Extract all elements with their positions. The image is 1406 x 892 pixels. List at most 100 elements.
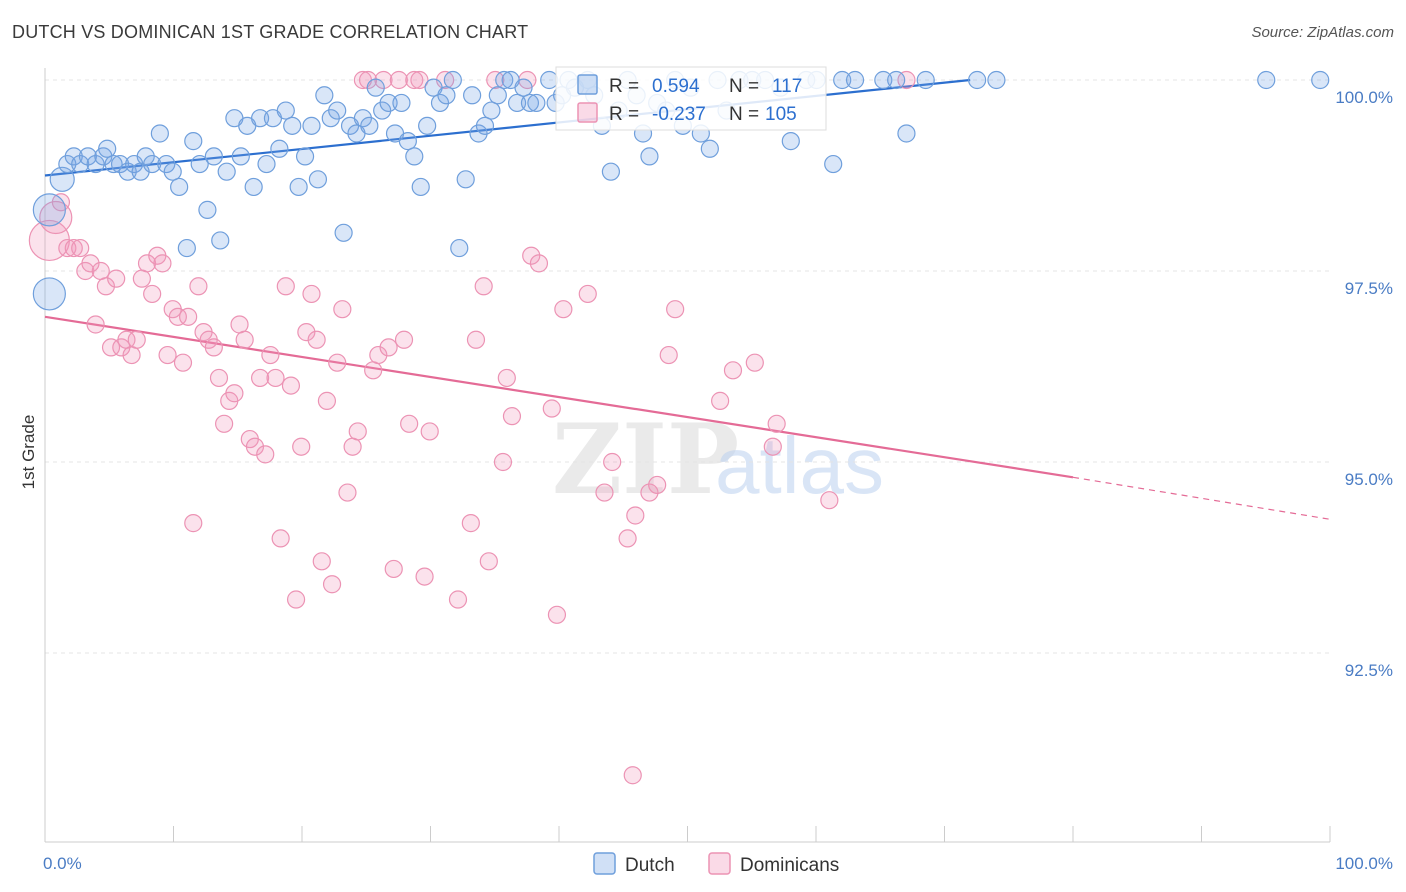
dutch-point [295, 147, 315, 166]
dominicans-point [529, 254, 549, 273]
dominicans-point [603, 452, 622, 472]
stats-n-label-dominicans: N = [729, 104, 759, 125]
dominicans-point [312, 552, 331, 571]
dutch-point [443, 70, 462, 90]
dominicans-point [281, 376, 301, 395]
dutch-point [110, 154, 130, 174]
dominicans-point [122, 345, 141, 365]
dominicans-point [358, 70, 378, 90]
stats-legend-box [555, 66, 827, 131]
dominicans-point [626, 506, 645, 525]
dominicans-point [502, 407, 522, 426]
dutch-point [244, 177, 263, 197]
dutch-point [482, 101, 501, 120]
dominicans-point [384, 559, 403, 579]
dominicans-point [474, 277, 493, 296]
dutch-point [540, 70, 559, 90]
stats-n-value-dutch: 117 [772, 76, 802, 97]
dutch-point [405, 147, 424, 166]
dutch-point [78, 147, 98, 166]
dutch-point [328, 101, 347, 120]
dutch-point [640, 147, 659, 166]
y-tick-label: 95.0% [1345, 470, 1393, 489]
stats-n-label-dutch: N = [729, 76, 759, 97]
dutch-point [411, 177, 430, 197]
stats-r-value-dominicans: -0.237 [652, 104, 706, 125]
dominicans-point [493, 452, 513, 472]
dominicans-point [763, 437, 782, 456]
dominicans-point [547, 605, 567, 624]
dominicans-point [86, 315, 105, 334]
dutch-point [488, 86, 507, 105]
dutch-point [398, 132, 417, 151]
dominicans-point [209, 368, 229, 388]
dominicans-point [343, 437, 362, 456]
dominicans-point [215, 414, 234, 433]
dominicans-point [179, 307, 198, 326]
dominicans-point [168, 307, 187, 326]
dutch-point [527, 93, 546, 113]
dutch-point [1311, 70, 1330, 90]
dutch-point [845, 70, 865, 90]
dutch-point [321, 109, 340, 128]
dominicans-point [307, 330, 326, 349]
dominicans-point [189, 277, 208, 296]
x-tick-label-max: 100.0% [1335, 854, 1393, 873]
dutch-point [379, 93, 398, 113]
dominicans-point [101, 338, 121, 357]
dutch-point [987, 70, 1006, 90]
dominicans-trend-extension [1072, 476, 1331, 520]
dutch-point [302, 116, 321, 135]
stats-r-value-dutch: 0.594 [652, 76, 700, 97]
dominicans-point [400, 414, 419, 433]
dutch-point [49, 166, 75, 192]
dominicans-point [723, 361, 743, 380]
dominicans-point [137, 254, 157, 273]
dominicans-point [618, 529, 637, 548]
dutch-point [276, 101, 295, 120]
dominicans-point [107, 269, 126, 288]
dutch-point [373, 101, 392, 120]
dominicans-point [153, 254, 172, 273]
dominicans-point [245, 437, 265, 456]
dutch-point [334, 223, 353, 242]
dutch-point [700, 139, 719, 158]
dominicans-point [897, 70, 916, 90]
dominicans-point [364, 361, 383, 380]
dominicans-point [132, 269, 151, 288]
dutch-point [71, 154, 90, 174]
dutch-point [833, 70, 852, 90]
dominicans-point [420, 422, 439, 441]
dutch-point [353, 109, 372, 128]
dutch-point [184, 132, 203, 151]
dominicans-point [623, 766, 642, 785]
dominicans-point [276, 277, 295, 296]
dominicans-point [659, 345, 678, 365]
dutch-point [204, 147, 223, 166]
dutch-point [98, 139, 117, 158]
dominicans-point [640, 483, 659, 502]
dominicans-point [348, 422, 367, 441]
dominicans-point [91, 261, 110, 281]
dominicans-point [250, 368, 270, 388]
dutch-point [104, 154, 123, 174]
dutch-point [601, 162, 621, 181]
dominicans-point [497, 368, 516, 388]
dutch-point [450, 238, 469, 258]
dutch-point [897, 124, 916, 143]
dutch-point [136, 147, 155, 166]
dutch-point [437, 86, 456, 105]
dutch-point [463, 86, 482, 105]
dominicans-point [256, 445, 275, 464]
dominicans-point [58, 238, 77, 258]
dutch-point [968, 70, 987, 90]
dutch-point [177, 238, 196, 258]
dominicans-point [479, 552, 498, 571]
bottom-legend: Dutch Dominicans [593, 852, 839, 876]
dominicans-point [302, 284, 321, 304]
dominicans-point [466, 330, 486, 349]
dominicans-point [271, 529, 290, 548]
dutch-point [217, 162, 236, 181]
dominicans-point [235, 330, 254, 349]
dominicans-point [184, 514, 203, 533]
